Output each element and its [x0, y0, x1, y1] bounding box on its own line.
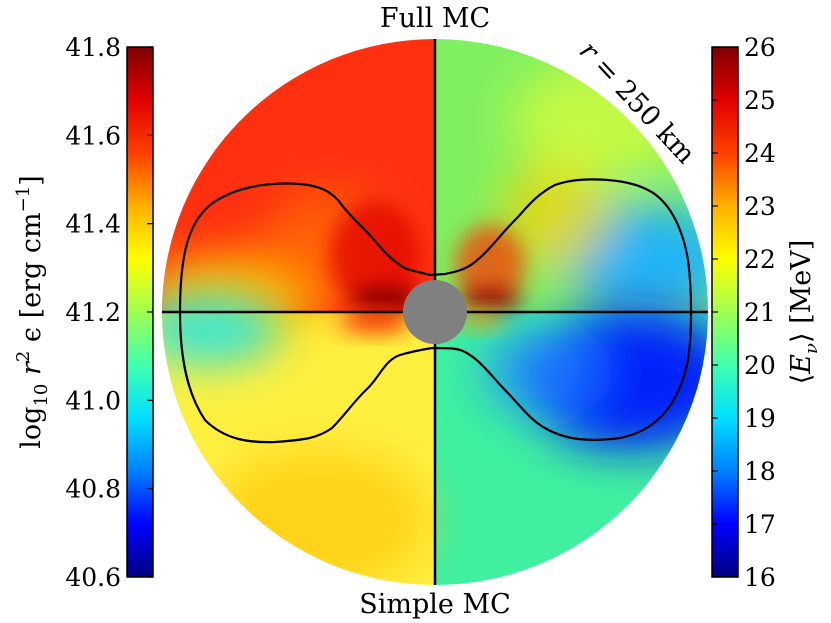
right-colorbar-ticks: 26 25 24 23 22 21 20 19 18 17 16: [712, 33, 776, 592]
bottom-title: Simple MC: [359, 589, 511, 620]
colorbar-tick-label: 41.6: [65, 121, 121, 150]
colorbar-tick-label: 18: [744, 457, 776, 486]
colorbar-tick-label: 24: [744, 139, 776, 168]
top-title: Full MC: [380, 3, 490, 34]
colorbar-tick-label: 41.0: [65, 386, 121, 415]
left-colorbar-ticks: 41.8 41.6 41.4 41.2 41.0 40.8 40.6: [65, 33, 153, 592]
colorbar-tick-label: 26: [744, 33, 776, 62]
central-core: [403, 280, 467, 344]
right-colorbar-label: ⟨Eν⟩ [MeV]: [786, 240, 822, 385]
colorbar-tick-label: 41.8: [65, 33, 121, 62]
colorbar-tick-label: 19: [744, 404, 776, 433]
colorbar-tick-label: 41.2: [65, 298, 121, 327]
colorbar-tick-label: 23: [744, 192, 776, 221]
right-colorbar: 26 25 24 23 22 21 20 19 18 17 16: [711, 33, 776, 592]
left-colorbar: 41.8 41.6 41.4 41.2 41.0 40.8 40.6: [65, 33, 154, 592]
colorbar-tick-label: 16: [744, 563, 776, 592]
contour-line: [178, 178, 693, 444]
colorbar-tick-label: 20: [744, 351, 776, 380]
colorbar-tick-label: 25: [744, 86, 776, 115]
colorbar-tick-label: 40.8: [65, 475, 121, 504]
colorbar-tick-label: 40.6: [65, 563, 121, 592]
colorbar-tick-label: 22: [744, 245, 776, 274]
colorbar-tick-label: 41.4: [65, 210, 121, 239]
colorbar-tick-label: 17: [744, 510, 776, 539]
colorbar-tick-label: 21: [744, 298, 776, 327]
left-colorbar-label: log10 r2 ϵ [erg cm−1]: [13, 175, 52, 448]
